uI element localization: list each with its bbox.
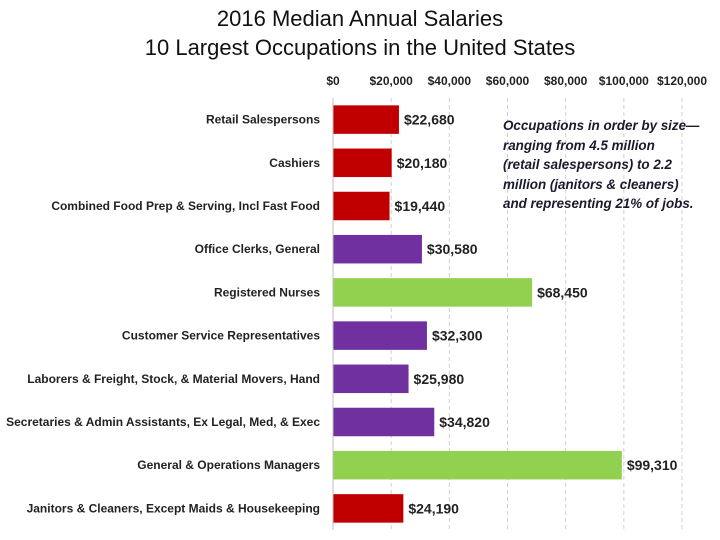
annotation-line: Occupations in order by size— <box>503 118 700 133</box>
data-label: $68,450 <box>537 284 588 300</box>
data-label: $22,680 <box>404 112 455 128</box>
bar <box>333 105 399 134</box>
bar <box>333 234 422 264</box>
x-tick-label: $0 <box>326 74 340 88</box>
category-label: Customer Service Representatives <box>122 329 320 343</box>
category-label: General & Operations Managers <box>137 458 320 472</box>
annotation-line: ranging from 4.5 million <box>503 137 655 153</box>
bar <box>333 407 435 437</box>
bar <box>333 321 427 350</box>
x-axis-tick-labels: $0 $20,000 $40,000 $60,000 $80,000 $100,000 $1… <box>326 74 707 88</box>
bar <box>333 148 392 178</box>
category-label: Secretaries & Admin Assistants, Ex Legal… <box>6 415 320 429</box>
data-label: $30,580 <box>427 241 478 257</box>
category-label: Laborers & Freight, Stock, & Material Mo… <box>27 372 320 386</box>
category-label: Registered Nurses <box>214 285 320 299</box>
x-tick-label: $100,000 <box>599 74 649 88</box>
bar <box>333 191 390 221</box>
bar <box>333 278 533 307</box>
annotation-line: and representing 21% of jobs. <box>503 196 694 211</box>
bar <box>333 450 622 480</box>
data-label: $19,440 <box>395 198 446 214</box>
annotation-line: (retail salespersons) to 2.2 <box>503 157 672 172</box>
category-label: Cashiers <box>269 156 320 170</box>
category-label: Office Clerks, General <box>195 242 320 256</box>
chart-title: 2016 Median Annual Salaries 10 Largest O… <box>0 4 720 62</box>
x-tick-label: $40,000 <box>428 74 472 88</box>
category-label: Retail Salespersons <box>206 113 320 127</box>
x-tick-label: $120,000 <box>657 74 707 88</box>
annotation-line: million (janitors & cleaners) <box>503 176 679 192</box>
x-tick-label: $60,000 <box>486 74 530 88</box>
bar <box>333 364 409 394</box>
category-label: Janitors & Cleaners, Except Maids & Hous… <box>27 501 320 515</box>
data-label: $32,300 <box>432 328 483 344</box>
data-label: $34,820 <box>439 414 490 430</box>
x-tick-label: $80,000 <box>544 74 588 88</box>
chart-title-line-1: 2016 Median Annual Salaries <box>216 6 504 31</box>
bar <box>333 494 404 523</box>
chart-title-line-2: 10 Largest Occupations in the United Sta… <box>144 35 576 60</box>
data-label: $24,190 <box>408 500 459 516</box>
category-label: Combined Food Prep & Serving, Incl Fast … <box>51 199 320 213</box>
category-labels: Retail Salespersons Cashiers Combined Food… <box>6 113 320 516</box>
data-label: $20,180 <box>397 155 448 171</box>
data-labels: $22,680 $20,180 $19,440 $30,580 $68,450 $32,3… <box>395 112 678 517</box>
bars <box>333 105 622 523</box>
data-label: $25,980 <box>414 371 465 387</box>
x-tick-label: $20,000 <box>369 74 413 88</box>
chart-annotation: Occupations in order by size— ranging fr… <box>503 116 718 214</box>
data-label: $99,310 <box>627 457 678 473</box>
